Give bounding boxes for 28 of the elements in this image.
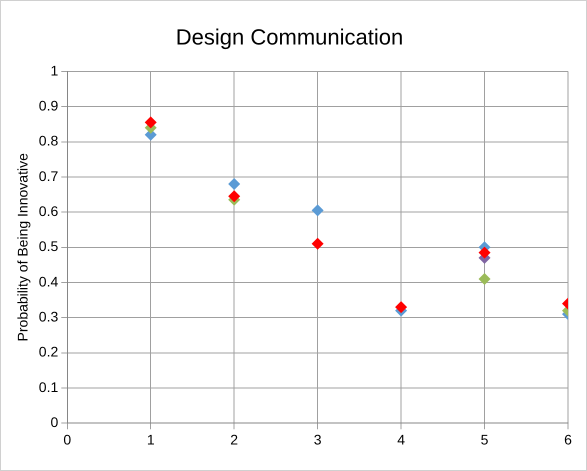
point	[228, 178, 240, 190]
x-tick-label: 1	[146, 431, 155, 448]
y-tick-label: 0.3	[38, 308, 58, 325]
y-tick-label: 1	[50, 62, 58, 78]
x-tick-label: 2	[230, 431, 238, 448]
chart-title: Design Communication	[176, 24, 404, 50]
y-tick-label: 0.2	[38, 344, 58, 360]
y-axis-title: Probability of Being Innovative	[14, 152, 30, 342]
x-tick-label: 4	[397, 431, 406, 448]
x-tick-label: 3	[314, 431, 322, 448]
x-tick-label: 6	[564, 431, 572, 448]
y-tick-label: 0.8	[38, 132, 58, 149]
point	[312, 238, 324, 250]
x-tick-label: 5	[480, 431, 489, 448]
point	[312, 204, 324, 216]
y-tick-label: 0.1	[38, 378, 58, 395]
point	[478, 272, 491, 285]
point	[228, 190, 240, 202]
y-tick-label: 0.7	[38, 168, 58, 184]
x-tick-label: 0	[63, 431, 72, 448]
point	[478, 246, 491, 259]
y-tick-label: 0.6	[38, 202, 58, 219]
point	[144, 116, 157, 128]
y-tick-label: 0.9	[38, 97, 58, 114]
point	[395, 301, 408, 314]
y-tick-label: 0	[50, 414, 58, 430]
y-tick-label: 0.4	[38, 273, 58, 290]
y-tick-label: 0.5	[38, 238, 58, 254]
